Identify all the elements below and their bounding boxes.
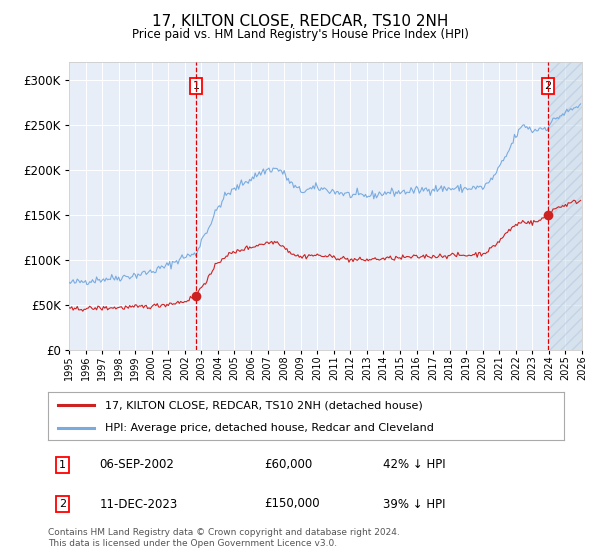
Text: 39% ↓ HPI: 39% ↓ HPI [383,497,446,511]
Text: 42% ↓ HPI: 42% ↓ HPI [383,458,446,472]
Text: HPI: Average price, detached house, Redcar and Cleveland: HPI: Average price, detached house, Redc… [105,423,434,433]
Bar [548,62,582,350]
Text: 06-SEP-2002: 06-SEP-2002 [100,458,175,472]
Text: Contains HM Land Registry data © Crown copyright and database right 2024.: Contains HM Land Registry data © Crown c… [48,528,400,536]
Text: £150,000: £150,000 [265,497,320,511]
Text: 1: 1 [59,460,66,470]
Text: 1: 1 [193,81,200,91]
Text: 11-DEC-2023: 11-DEC-2023 [100,497,178,511]
Text: Price paid vs. HM Land Registry's House Price Index (HPI): Price paid vs. HM Land Registry's House … [131,28,469,41]
Text: £60,000: £60,000 [265,458,313,472]
Text: 17, KILTON CLOSE, REDCAR, TS10 2NH (detached house): 17, KILTON CLOSE, REDCAR, TS10 2NH (deta… [105,400,422,410]
Text: 17, KILTON CLOSE, REDCAR, TS10 2NH: 17, KILTON CLOSE, REDCAR, TS10 2NH [152,14,448,29]
Text: 2: 2 [59,499,66,509]
Text: This data is licensed under the Open Government Licence v3.0.: This data is licensed under the Open Gov… [48,539,337,548]
Text: 2: 2 [544,81,551,91]
